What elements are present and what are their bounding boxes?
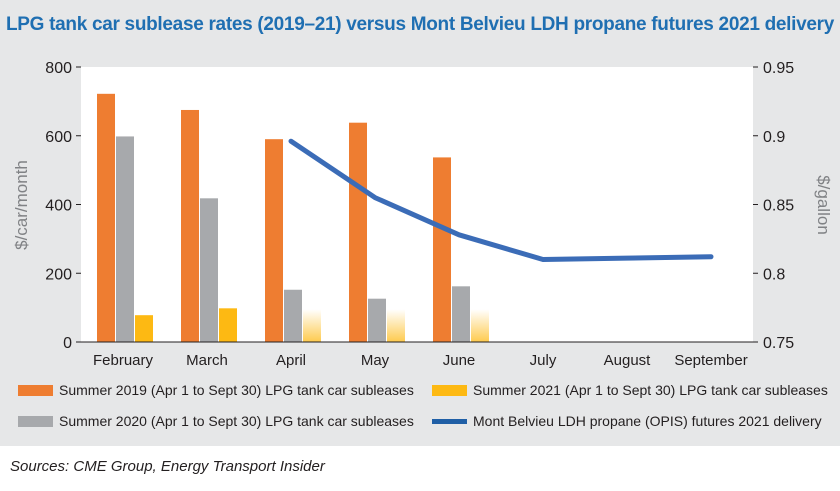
legend-item-2021: Summer 2021 (Apr 1 to Sept 30) LPG tank … — [432, 382, 828, 398]
legend-item-2020: Summer 2020 (Apr 1 to Sept 30) LPG tank … — [18, 413, 414, 429]
x-tick-label-february: February — [93, 352, 154, 369]
legend-label-2020: Summer 2020 (Apr 1 to Sept 30) LPG tank … — [59, 413, 414, 429]
x-tick-label-june: June — [443, 352, 476, 369]
x-tick-label-july: July — [530, 352, 557, 369]
right-tick-label: 0.75 — [763, 335, 794, 352]
left-axis-ticks: 800 600 400 200 0 — [45, 60, 81, 352]
bar-2019-june — [433, 157, 451, 342]
left-tick-label: 800 — [45, 60, 72, 77]
bar-2021-march — [219, 308, 237, 342]
legend-item-propane: Mont Belvieu LDH propane (OPIS) futures … — [432, 413, 822, 429]
right-axis-ticks: 0.95 0.9 0.85 0.8 0.75 — [753, 60, 794, 352]
right-axis-label: $/gallon — [814, 175, 833, 235]
x-tick-label-august: August — [604, 352, 652, 369]
legend-label-propane: Mont Belvieu LDH propane (OPIS) futures … — [473, 413, 822, 429]
legend-label-2021: Summer 2021 (Apr 1 to Sept 30) LPG tank … — [473, 382, 828, 398]
x-tick-label-may: May — [361, 352, 390, 369]
bar-2019-february — [97, 93, 115, 342]
x-axis-ticks: February March April May June July August Septe… — [93, 352, 748, 369]
x-tick-label-april: April — [276, 352, 306, 369]
legend-swatch-2020 — [18, 415, 53, 427]
bar-2019-march — [181, 109, 199, 342]
bar-2019-april — [265, 139, 283, 342]
legend-swatch-2021 — [432, 384, 467, 396]
bar-2019-may — [349, 122, 367, 342]
right-tick-label: 0.9 — [763, 129, 785, 146]
bar-2021-february — [135, 315, 153, 342]
legend-swatch-2019 — [18, 384, 53, 396]
bar-2020-june — [452, 286, 470, 342]
left-tick-label: 200 — [45, 266, 72, 283]
bar-2021-june — [471, 309, 489, 342]
bar-2020-february — [116, 136, 134, 342]
left-tick-label: 600 — [45, 129, 72, 146]
chart-plot: 800 600 400 200 0 0.95 0.9 0.85 0.8 0.75 Februar… — [12, 60, 833, 369]
bar-2020-march — [200, 198, 218, 342]
propane-futures-line — [288, 138, 714, 262]
right-tick-label: 0.95 — [763, 60, 794, 77]
bars-group — [97, 93, 489, 342]
left-tick-label: 0 — [63, 335, 72, 352]
left-tick-label: 400 — [45, 198, 72, 215]
bar-2021-may — [387, 309, 405, 342]
x-tick-label-september: September — [674, 352, 747, 369]
chart-title: LPG tank car sublease rates (2019–21) ve… — [5, 14, 835, 35]
bar-2020-april — [284, 289, 302, 342]
source-note: Sources: CME Group, Energy Transport Ins… — [10, 458, 325, 475]
right-tick-label: 0.8 — [763, 266, 785, 283]
chart-frame: LPG tank car sublease rates (2019–21) ve… — [0, 0, 840, 446]
right-tick-label: 0.85 — [763, 198, 794, 215]
left-axis-label: $/car/month — [12, 160, 31, 250]
bar-2020-may — [368, 298, 386, 342]
legend: Summer 2019 (Apr 1 to Sept 30) LPG tank … — [0, 372, 840, 442]
legend-item-2019: Summer 2019 (Apr 1 to Sept 30) LPG tank … — [18, 382, 414, 398]
legend-swatch-propane — [432, 418, 467, 424]
legend-label-2019: Summer 2019 (Apr 1 to Sept 30) LPG tank … — [59, 382, 414, 398]
x-tick-label-march: March — [186, 352, 228, 369]
bar-2021-april — [303, 309, 321, 342]
